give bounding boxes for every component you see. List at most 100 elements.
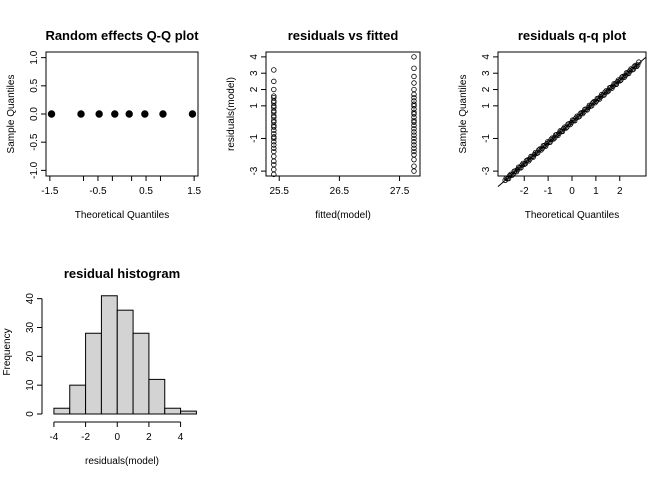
y-tick-label: 1.0 <box>29 50 40 64</box>
histogram-bar <box>180 410 197 415</box>
y-tick-label: 30 <box>25 321 36 333</box>
data-point <box>536 147 542 153</box>
data-point <box>411 98 417 104</box>
data-point <box>411 168 417 174</box>
data-point <box>125 110 133 118</box>
y-tick-label: -0.5 <box>29 133 40 151</box>
data-point <box>636 59 642 65</box>
histogram-bar <box>69 384 87 415</box>
chart-title: Random effects Q-Q plot <box>45 28 199 43</box>
histogram-bar <box>116 309 134 415</box>
data-point <box>411 163 417 169</box>
y-tick-label: 1 <box>249 103 260 109</box>
data-point <box>601 92 607 98</box>
data-point <box>271 142 277 148</box>
x-axis-label: fitted(model) <box>315 210 371 221</box>
y-tick-label: -3 <box>249 166 260 175</box>
data-point <box>535 150 541 156</box>
plot-frame <box>497 51 647 177</box>
data-point <box>141 110 149 118</box>
y-tick-label: 40 <box>25 293 36 305</box>
data-point <box>550 136 557 142</box>
data-point <box>632 62 639 69</box>
y-tick-label: 0.0 <box>29 107 40 121</box>
data-point <box>537 146 543 152</box>
data-point <box>411 145 417 151</box>
x-axis-label: Theoretical Quantiles <box>75 210 170 221</box>
data-point <box>411 101 417 107</box>
y-axis-label: residuals(model) <box>226 77 237 151</box>
data-point <box>602 89 608 95</box>
data-point <box>538 147 544 153</box>
y-axis-label: Frequency <box>2 328 13 375</box>
data-point <box>271 67 277 73</box>
data-point <box>411 135 417 142</box>
data-point <box>628 66 634 72</box>
data-point <box>584 107 590 113</box>
x-axis-label: Theoretical Quantiles <box>525 210 620 221</box>
data-point <box>530 154 536 160</box>
y-tick-label: 3 <box>481 70 492 76</box>
x-tick-label: 0 <box>569 186 575 197</box>
y-tick-label: 3 <box>249 70 260 76</box>
y-tick-label: -1 <box>249 134 260 143</box>
data-point <box>411 91 417 98</box>
y-tick-label: 4 <box>481 54 492 60</box>
panel-3: residuals q-q plot -2 -1 0 1 2 Theoretical Qua… <box>458 28 647 221</box>
data-point <box>563 125 569 131</box>
data-point <box>635 62 641 68</box>
data-point <box>590 100 596 106</box>
data-point <box>271 161 277 168</box>
data-point <box>577 110 584 117</box>
data-point <box>271 78 277 85</box>
data-point <box>630 66 636 73</box>
data-point <box>411 94 417 101</box>
data-point <box>411 156 417 163</box>
data-point <box>588 103 595 109</box>
data-point <box>518 165 524 171</box>
x-tick-label: 4 <box>178 432 184 443</box>
y-tick-label: 1 <box>481 103 492 109</box>
data-point <box>631 63 638 70</box>
data-point <box>532 149 539 156</box>
x-tick-label: -4 <box>49 432 58 443</box>
chart-title: residuals q-q plot <box>518 28 627 43</box>
data-point <box>509 172 515 179</box>
data-point <box>619 74 625 80</box>
data-point <box>549 135 556 141</box>
panel-2: residuals vs fitted 25.5 26.5 27.5 fitted(mo… <box>226 28 421 221</box>
x-tick-label: -2 <box>81 432 90 443</box>
y-axis-label: Sample Quantiles <box>6 75 17 154</box>
data-point <box>578 109 585 116</box>
histogram-bar <box>148 378 166 415</box>
data-point <box>111 110 119 118</box>
data-point <box>411 152 417 158</box>
histogram-bar <box>85 332 102 415</box>
x-tick-label: -1 <box>544 186 553 197</box>
x-tick-label: 1.5 <box>187 186 201 197</box>
chart-title: residual histogram <box>64 266 180 281</box>
y-tick-label: 10 <box>25 379 36 391</box>
data-point <box>520 160 526 167</box>
plot-frame <box>265 51 421 177</box>
data-point <box>411 86 417 93</box>
data-point <box>604 89 611 95</box>
y-tick-label: 4 <box>249 54 260 60</box>
data-point <box>592 100 598 106</box>
data-point <box>271 158 277 165</box>
x-tick-label: 0 <box>114 432 120 443</box>
y-tick-label: 0 <box>25 411 36 417</box>
x-axis-label: residuals(model) <box>85 456 159 467</box>
data-point <box>271 153 277 160</box>
data-point <box>603 88 609 94</box>
plot-frame <box>45 51 199 177</box>
data-point <box>572 117 578 124</box>
data-point <box>547 139 553 145</box>
data-point <box>586 102 593 109</box>
chart-title: residuals vs fitted <box>288 28 399 43</box>
data-point <box>411 65 417 72</box>
data-point <box>633 63 640 70</box>
data-point <box>271 130 277 137</box>
x-tick-label: 27.5 <box>390 186 410 197</box>
data-point <box>188 110 197 118</box>
